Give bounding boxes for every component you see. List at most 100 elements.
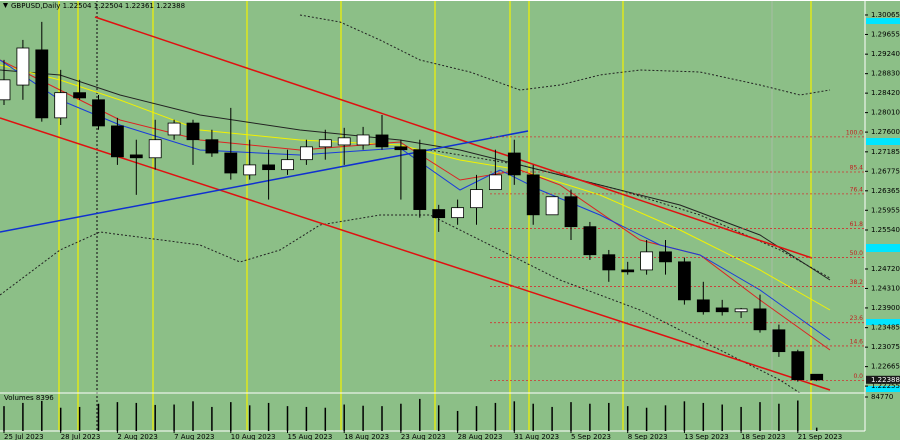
- candle-body: [810, 373, 824, 381]
- fib-label: 14.6: [850, 338, 864, 345]
- volume-bar: [759, 402, 761, 431]
- volume-bar: [211, 406, 213, 431]
- x-tick-label: 18 Aug 2023: [344, 433, 389, 440]
- x-tick-label: 18 Sep 2023: [741, 433, 785, 440]
- fib-label: 38.2: [850, 279, 864, 286]
- candle-body: [715, 307, 729, 313]
- fib-label: 0.0: [853, 373, 863, 380]
- y-tick-label: 1.27600: [871, 128, 900, 136]
- x-tick-label: 2 Aug 2023: [117, 433, 157, 440]
- candle-body: [413, 149, 427, 210]
- x-tick-label: 8 Sep 2023: [628, 433, 668, 440]
- candle-body: [507, 152, 521, 176]
- volume-tick-label: 84770: [871, 393, 893, 401]
- volume-bar: [400, 403, 402, 431]
- x-tick-label: 28 Jul 2023: [61, 433, 101, 440]
- channel-upper: [94, 16, 813, 259]
- volume-bar: [78, 406, 81, 431]
- fib-label: 50.0: [850, 250, 864, 257]
- candles: [0, 21, 824, 382]
- current-price-box: [866, 375, 900, 384]
- volume-bar: [721, 404, 723, 431]
- candle-body: [224, 152, 238, 174]
- candle-body: [148, 139, 162, 159]
- volume-bar: [683, 401, 686, 431]
- x-tick-label: 23 Aug 2023: [401, 433, 446, 440]
- volume-bar: [456, 410, 459, 431]
- volume-bar: [608, 402, 610, 431]
- volume-bar: [305, 406, 308, 431]
- volume-bar: [154, 404, 156, 431]
- y-tick-label: 1.25540: [871, 226, 900, 234]
- candle-body: [753, 308, 767, 331]
- volume-bar: [645, 407, 648, 431]
- bollinger-upper: [299, 14, 831, 96]
- volume-bar: [192, 401, 194, 431]
- candle-body: [678, 261, 691, 301]
- y-tick-label: 1.29240: [871, 50, 900, 58]
- bollinger-middle: [429, 149, 831, 279]
- candle-body: [262, 164, 276, 171]
- volume-bar: [797, 400, 799, 431]
- volume-bar: [778, 403, 780, 431]
- volume-bar: [116, 402, 119, 431]
- volume-bar: [664, 405, 667, 431]
- candle-body: [337, 137, 351, 146]
- volume-bar: [22, 402, 24, 431]
- fib-label: 85.4: [850, 165, 864, 172]
- candle-body: [545, 196, 559, 216]
- volume-bar: [362, 405, 364, 431]
- volume-bar: [437, 405, 440, 431]
- x-tick-label: 25 Jul 2023: [4, 433, 44, 440]
- price-axis: 1.30065 1.29655 1.29240 1.28830 1.28420 1.280…: [865, 11, 900, 401]
- y-tick-label: 1.23075: [871, 343, 900, 351]
- candle-body: [602, 254, 616, 271]
- volume-bar: [494, 402, 497, 431]
- candle-body: [640, 251, 653, 271]
- ma-blue: [0, 59, 831, 341]
- trend-line: [0, 130, 529, 233]
- volume-bar: [97, 403, 100, 431]
- volume-bar: [551, 406, 553, 431]
- candle-body: [299, 146, 313, 161]
- chart-title: GBPUSD,Daily 1.22504 1.22504 1.22361 1.2…: [11, 2, 185, 10]
- candle-body: [772, 329, 786, 353]
- candle-body: [375, 134, 389, 148]
- fib-label: 100.0: [846, 129, 863, 136]
- volume-bar: [475, 406, 478, 431]
- volume-bar: [267, 402, 270, 431]
- x-tick-label: 10 Aug 2023: [231, 433, 276, 440]
- y-tick-label: 1.24720: [871, 265, 900, 273]
- volume-title: Volumes 8396: [4, 394, 54, 402]
- candle-body: [526, 174, 540, 216]
- x-tick-label: 15 Aug 2023: [288, 433, 333, 440]
- fib-label: 61.8: [850, 221, 864, 228]
- volume-bar: [3, 406, 5, 431]
- volume-bar: [324, 407, 327, 431]
- candle-body: [583, 226, 597, 256]
- volume-bar: [41, 400, 43, 431]
- candle-body: [432, 209, 446, 219]
- candle-body: [92, 99, 105, 127]
- candle-body: [488, 174, 502, 191]
- candle-body: [791, 351, 805, 381]
- volume-bar: [570, 402, 572, 431]
- volume-bar: [702, 402, 705, 431]
- x-tick-label: 28 Aug 2023: [458, 433, 503, 440]
- ma-black: [0, 69, 831, 281]
- x-tick-label: 7 Aug 2023: [174, 433, 214, 440]
- x-tick-label: 21 Sep 2023: [798, 433, 842, 440]
- axis-highlight: [866, 18, 900, 24]
- candle-body: [696, 299, 710, 313]
- candle-body: [243, 164, 257, 176]
- x-tick-label: 5 Sep 2023: [571, 433, 611, 440]
- candle-body: [451, 207, 465, 219]
- volume-bar: [419, 398, 421, 431]
- candle-body: [470, 189, 483, 209]
- volume-bar: [343, 404, 345, 431]
- candle-body: [186, 122, 200, 141]
- volume-bar: [740, 406, 742, 431]
- bollinger-lower: [0, 214, 801, 394]
- volume-bar: [815, 427, 818, 431]
